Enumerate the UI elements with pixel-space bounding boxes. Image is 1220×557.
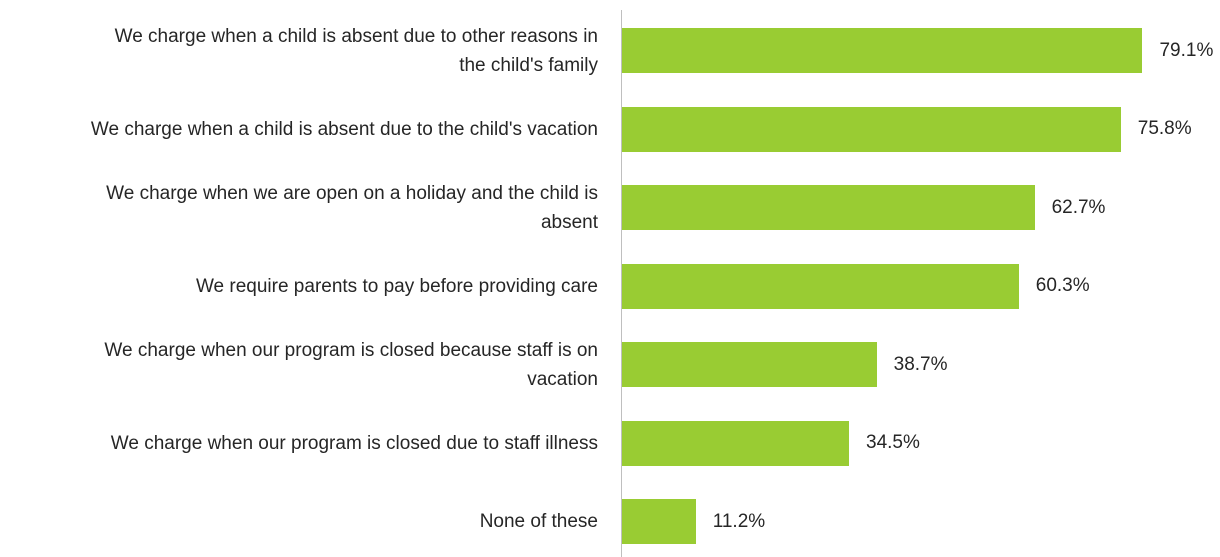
- category-label-line: We charge when a child is absent due to …: [114, 25, 598, 47]
- category-label-line: the child's family: [459, 54, 598, 76]
- category-label: We charge when we are open on a holiday …: [106, 179, 598, 237]
- bar: [622, 342, 877, 387]
- bar: [622, 185, 1035, 230]
- bar: [622, 420, 849, 466]
- category-label: We charge when our program is closed bec…: [104, 336, 598, 394]
- category-label: None of these: [480, 507, 598, 536]
- category-label: We require parents to pay before providi…: [196, 272, 598, 301]
- category-label-line: We charge when our program is closed bec…: [104, 339, 598, 361]
- category-label-line: We charge when a child is absent due to …: [90, 118, 598, 140]
- bar: [622, 263, 1019, 309]
- data-label: 75.8%: [1137, 118, 1192, 139]
- category-label-line: None of these: [479, 511, 598, 532]
- category-label-line: absent: [540, 211, 598, 233]
- data-label: 79.1%: [1159, 39, 1214, 61]
- category-label-line: We require parents to pay before providi…: [195, 275, 598, 297]
- data-label: 34.5%: [866, 432, 920, 453]
- category-label-line: vacation: [527, 368, 598, 390]
- data-label: 38.7%: [893, 353, 948, 375]
- category-axis-line: [621, 10, 622, 557]
- category-label: We charge when a child is absent due to …: [115, 22, 598, 80]
- data-label: 11.2%: [712, 510, 766, 532]
- bar: [622, 28, 1143, 73]
- category-label-line: We charge when our program is closed due…: [110, 432, 598, 454]
- bar: [622, 106, 1121, 152]
- bar: [622, 499, 696, 544]
- category-label: We charge when a child is absent due to …: [91, 115, 598, 144]
- category-label: We charge when our program is closed due…: [111, 429, 598, 458]
- data-label: 62.7%: [1051, 196, 1106, 218]
- data-label: 60.3%: [1035, 275, 1090, 296]
- category-label-line: We charge when we are open on a holiday …: [106, 182, 598, 204]
